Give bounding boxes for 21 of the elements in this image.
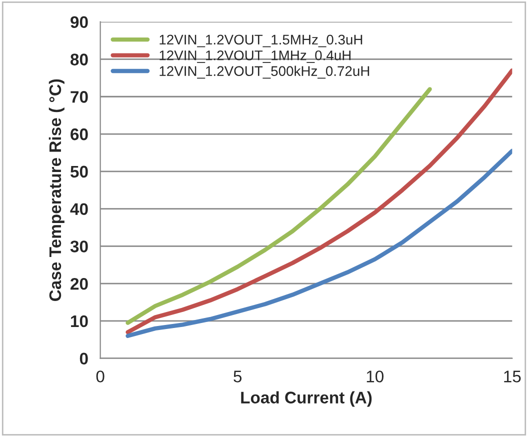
legend-label: 12VIN_1.2VOUT_1MHz_0.4uH: [160, 50, 351, 63]
y-tick-label: 10: [71, 315, 88, 328]
x-tick-label: 15: [504, 370, 521, 382]
y-tick-label: 90: [70, 16, 88, 28]
legend-label: 12VIN_1.2VOUT_500kHz_0.72uH: [160, 66, 370, 79]
line-series: [126, 87, 432, 325]
y-tick-label: 60: [70, 128, 88, 140]
line-series: [126, 148, 512, 338]
y-tick-label: 20: [70, 278, 88, 290]
y-tick-label: 0: [80, 352, 88, 365]
y-tick-label: 80: [70, 54, 88, 66]
y-tick-label: 30: [70, 240, 88, 252]
y-axis-title: Case Temperature Rise ( °C): [48, 79, 64, 301]
x-tick-label: 0: [96, 370, 104, 382]
x-tick-label: 10: [366, 370, 384, 382]
y-tick-label: 50: [70, 166, 88, 178]
x-axis-title: Load Current (A): [241, 391, 372, 407]
y-tick-label: 40: [70, 203, 88, 215]
y-tick-label: 70: [70, 91, 88, 103]
legend-label: 12VIN_1.2VOUT_1.5MHz_0.3uH: [160, 34, 362, 48]
x-tick-label: 5: [234, 370, 242, 382]
